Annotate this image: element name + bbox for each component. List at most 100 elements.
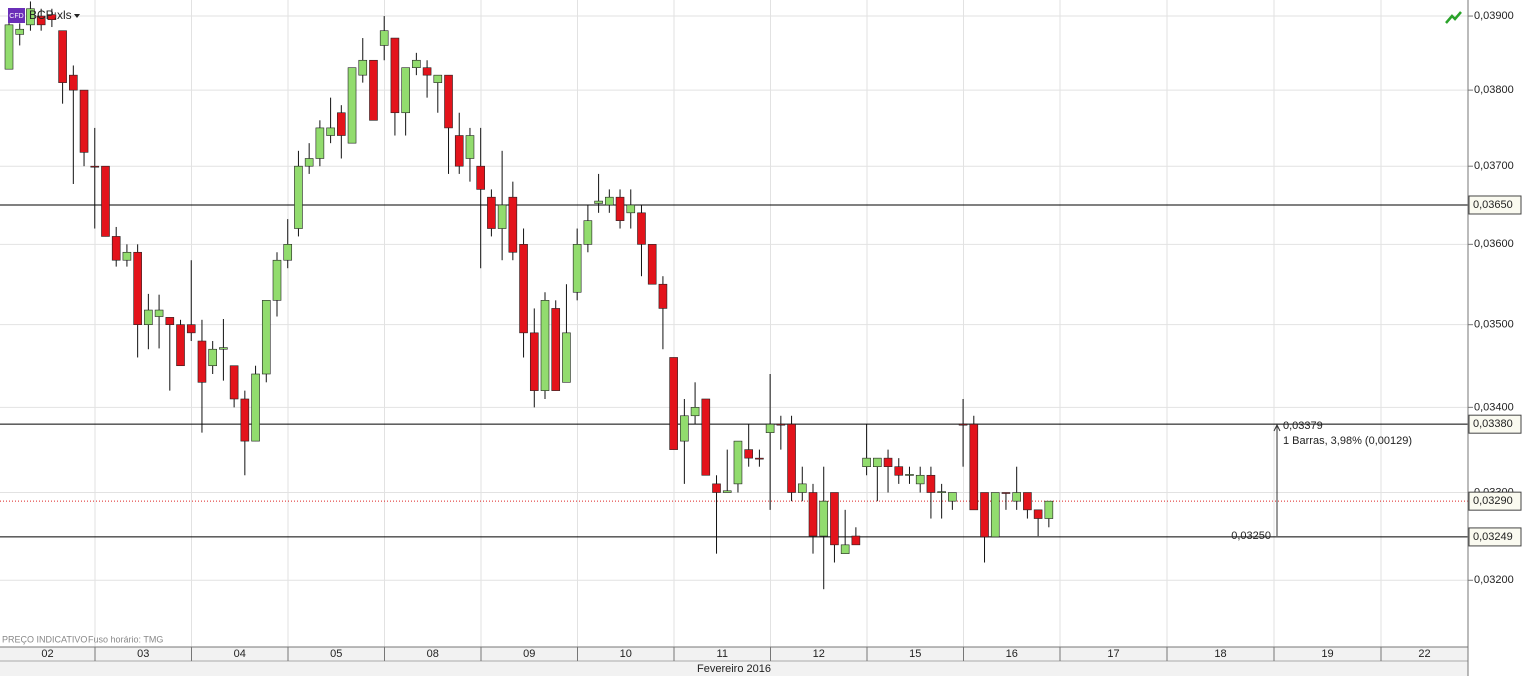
candle-body <box>186 324 196 334</box>
candle-body <box>4 24 14 70</box>
candle-body <box>229 365 239 400</box>
candle-body <box>915 474 925 485</box>
candle-body <box>958 423 968 426</box>
candle-body <box>294 165 303 229</box>
candle-body <box>615 196 625 221</box>
candle-body <box>776 423 786 426</box>
candle-body <box>583 220 593 245</box>
candle-body <box>401 67 410 114</box>
candle-body <box>744 449 753 459</box>
measure-to-label: 0,03379 <box>1283 420 1323 432</box>
candle-body <box>433 74 443 83</box>
footer-note: PREÇO INDICATIVO <box>2 634 87 644</box>
x-tick-label: 18 <box>1214 648 1226 660</box>
candle-body <box>873 457 882 467</box>
marks-layer <box>4 1 1054 590</box>
y-tick-label: 0,03700 <box>1474 160 1514 172</box>
chart-style-icon[interactable] <box>1445 11 1462 24</box>
candle-body <box>1044 500 1054 519</box>
candle-body <box>315 127 325 159</box>
x-tick-label: 11 <box>717 648 728 660</box>
candle-body <box>669 357 678 450</box>
candle-body <box>626 204 636 214</box>
dropdown-arrow <box>74 14 80 18</box>
level-label-box <box>1468 414 1522 434</box>
candle-body <box>787 423 796 493</box>
x-tick-label: 19 <box>1321 648 1333 660</box>
candle-body <box>658 283 668 309</box>
candle-body <box>1023 492 1032 511</box>
candle-body <box>862 457 871 467</box>
candle-body <box>26 8 35 26</box>
candle-body <box>680 415 689 442</box>
footer-note: Fuso horário: TMG <box>88 634 163 644</box>
candle-body <box>465 135 475 159</box>
candle-body <box>36 15 46 26</box>
candle-body <box>529 332 539 391</box>
candle-body <box>69 74 78 91</box>
level-label-box <box>1468 527 1522 547</box>
candle-body <box>508 196 518 253</box>
x-axis-label: Fevereiro 2016 <box>697 663 771 675</box>
x-tick-label: 15 <box>909 648 921 660</box>
candle-body <box>369 59 378 121</box>
y-tick-label: 0,03500 <box>1474 319 1514 331</box>
measure-arrowhead <box>1273 423 1281 432</box>
candle-body <box>444 74 453 129</box>
symbol-selector[interactable]: CFD BCP:xls <box>8 8 80 23</box>
badge <box>8 8 25 23</box>
candle-body <box>497 204 507 229</box>
candle-body <box>283 244 293 261</box>
candle-body <box>111 236 121 261</box>
chart-title: BCP:xls <box>29 8 72 22</box>
x-tick-label: 02 <box>41 648 53 660</box>
candle-body <box>144 309 153 325</box>
candle-body <box>765 423 775 433</box>
candle-body <box>326 127 335 136</box>
candle-body <box>937 491 946 493</box>
candle-body <box>154 309 164 317</box>
candle-body <box>840 544 850 554</box>
candle-body <box>1033 509 1043 519</box>
candle-body <box>90 165 100 168</box>
candle-body <box>647 244 657 285</box>
x-tick-label: 10 <box>620 648 632 660</box>
candle-body <box>487 196 496 229</box>
candle-body <box>219 347 228 350</box>
y-tick-label: 0,03400 <box>1474 401 1514 413</box>
candle-body <box>594 200 603 204</box>
last-price-label: 0,03290 <box>1473 495 1513 507</box>
badge-text: CFD <box>9 13 23 20</box>
candle-body <box>101 165 110 237</box>
candle-body <box>197 340 207 383</box>
x-tick-label: 05 <box>330 648 342 660</box>
candle-body <box>926 474 936 493</box>
candle-body <box>58 30 67 83</box>
candle-body <box>819 500 829 537</box>
y-tick-label: 0,03900 <box>1474 10 1514 22</box>
candle-body <box>165 317 175 325</box>
candle-body <box>894 466 904 476</box>
candle-body <box>969 423 979 511</box>
x-tick-label: 03 <box>137 648 149 660</box>
level-label: 0,03380 <box>1473 418 1513 430</box>
candle-body <box>948 492 957 502</box>
candle-body <box>540 300 550 391</box>
candle-body <box>905 474 914 476</box>
candle-body <box>1001 492 1011 494</box>
candle-body <box>47 14 57 21</box>
level-label: 0,03650 <box>1473 199 1513 211</box>
candle-body <box>476 165 485 190</box>
x-tick-label: 16 <box>1006 648 1018 660</box>
candle-body <box>722 490 732 493</box>
candle-body <box>358 59 368 76</box>
candle-body <box>1012 492 1021 502</box>
candle-body <box>733 440 743 485</box>
candle-body <box>851 535 861 546</box>
candle-body <box>379 30 389 46</box>
candle-body <box>15 28 25 35</box>
candle-body <box>519 244 528 334</box>
last-price-box <box>1468 491 1522 511</box>
candle-body <box>701 398 711 476</box>
